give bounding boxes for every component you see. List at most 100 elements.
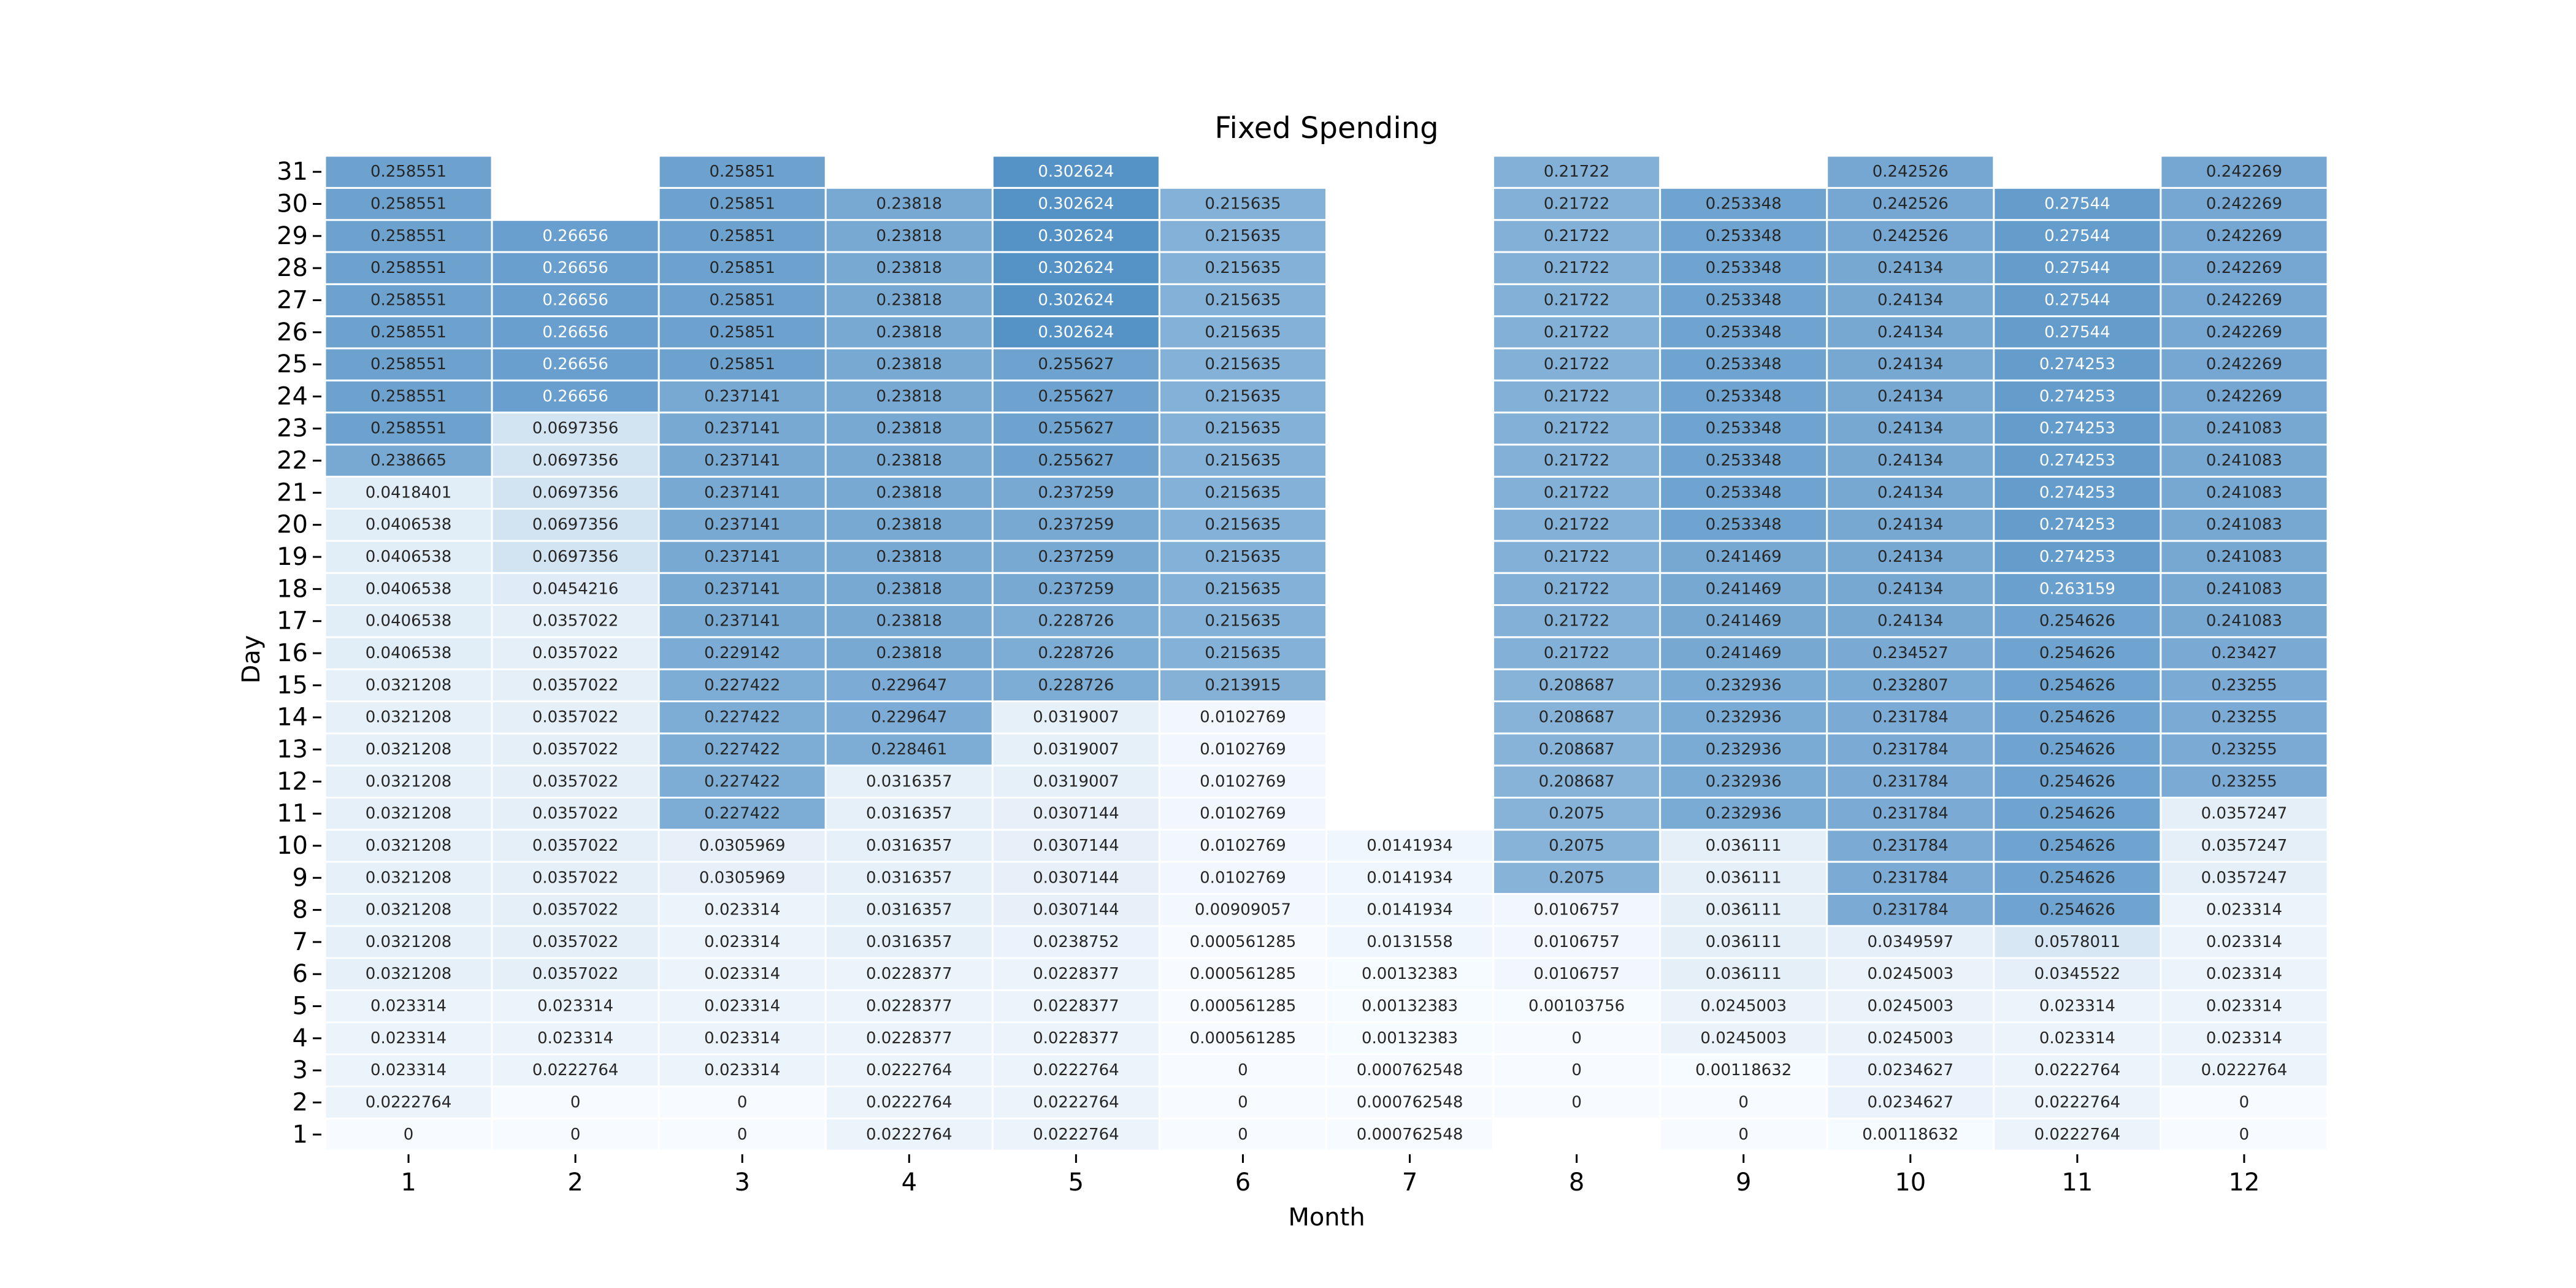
- heatmap-cell-label: 0.242269: [2206, 387, 2282, 405]
- heatmap-cell-label: 0.241083: [2206, 548, 2282, 566]
- heatmap-cell-rect: [2160, 1085, 2329, 1120]
- heatmap-cell-label: 0.24134: [1877, 612, 1944, 631]
- heatmap-cell-rect: [491, 796, 660, 831]
- x-axis-ticks: 1 2 3 4 5 6 7 8 9 10 11 12: [401, 1154, 2260, 1197]
- heatmap-cell-label: 0.254626: [2039, 837, 2115, 855]
- heatmap-cell: 0.23818: [824, 347, 994, 381]
- heatmap-cell-label: 0.0141934: [1367, 901, 1453, 919]
- heatmap-cell-label: 0.0222764: [1033, 1094, 1119, 1112]
- heatmap-cell: 0.232936: [1659, 700, 1828, 735]
- heatmap-cell: 0.27544: [1993, 283, 2162, 318]
- heatmap-cell-rect: [324, 219, 493, 253]
- heatmap-cell-label: 0.234527: [1873, 644, 1949, 662]
- heatmap-cell: 0.0228377: [824, 1021, 994, 1056]
- heatmap-cell: 0.000762548: [1325, 1117, 1495, 1152]
- heatmap-cell: 0.0357022: [491, 668, 660, 702]
- heatmap-cell: 0.241083: [2160, 572, 2329, 607]
- y-tick-label: 5: [293, 992, 308, 1021]
- heatmap-cell: 0.21722: [1492, 540, 1662, 574]
- heatmap-cell-label: 0.26656: [542, 259, 608, 277]
- heatmap-cell-rect: [991, 186, 1160, 221]
- heatmap-cell-rect: [1993, 283, 2162, 318]
- heatmap-cell: 0.253348: [1659, 251, 1828, 285]
- heatmap-cell-label: 0.21722: [1544, 259, 1610, 277]
- heatmap-cell: 0.274253: [1993, 379, 2162, 414]
- heatmap-cell: 0.274253: [1993, 540, 2162, 574]
- heatmap-cell: 0.0357022: [491, 796, 660, 831]
- heatmap-cell: 0.215635: [1158, 315, 1327, 350]
- heatmap-cell-label: 0.241083: [2206, 612, 2282, 631]
- heatmap-cell-label: 0.0228377: [866, 965, 953, 983]
- heatmap-cell: 0.0305969: [657, 829, 827, 863]
- y-tick-label: 19: [277, 543, 308, 571]
- heatmap-cell: 0: [1158, 1053, 1327, 1087]
- heatmap-cell: 0.0357022: [491, 732, 660, 767]
- heatmap-cell-label: 0.21722: [1544, 612, 1610, 631]
- heatmap-cell-label: 0.21722: [1544, 483, 1610, 502]
- heatmap-cell: 0.24134: [1826, 412, 1995, 446]
- heatmap-cell-label: 0.0357022: [532, 644, 619, 662]
- heatmap-cell: 0.2075: [1492, 861, 1662, 895]
- heatmap-cell-label: 0.232936: [1706, 740, 1782, 759]
- heatmap-cell-rect: [1492, 315, 1662, 350]
- heatmap-cell-label: 0.253348: [1706, 451, 1782, 470]
- heatmap-cell: 0.023314: [2160, 925, 2329, 959]
- heatmap-cell: 0.232936: [1659, 668, 1828, 702]
- heatmap-cell-label: 0.23818: [876, 194, 943, 213]
- heatmap-cell: 0.274253: [1993, 475, 2162, 510]
- heatmap-cell-label: 0.23818: [876, 451, 943, 470]
- heatmap-cell-label: 0.258551: [370, 323, 447, 342]
- heatmap-cell-label: 0.263159: [2039, 580, 2115, 598]
- heatmap-cell: 0.0321208: [324, 829, 493, 863]
- y-axis-ticks: 1234567891011121314151617181920212223242…: [277, 158, 321, 1149]
- heatmap-cell: 0.26656: [491, 283, 660, 318]
- heatmap-cell-rect: [491, 957, 660, 991]
- heatmap-cell-rect: [824, 379, 994, 414]
- y-tick-label: 1: [293, 1121, 308, 1149]
- heatmap-cell-label: 0.0406538: [366, 612, 452, 631]
- heatmap-cell: 0.24134: [1826, 475, 1995, 510]
- heatmap-cell-rect: [1826, 957, 1995, 991]
- heatmap-cell: 0.0222764: [991, 1053, 1160, 1087]
- heatmap-cell: 0.254626: [1993, 764, 2162, 799]
- heatmap-cell-rect: [991, 219, 1160, 253]
- heatmap-cell-label: 0.23818: [876, 355, 943, 374]
- heatmap-cell-label: 0.24134: [1877, 548, 1944, 566]
- heatmap-cell: 0.0238752: [991, 925, 1160, 959]
- heatmap-cell-rect: [1492, 989, 1662, 1024]
- heatmap-cell-label: 0.023314: [370, 1061, 447, 1079]
- heatmap-cell-label: 0.0222764: [532, 1061, 619, 1079]
- heatmap-cell-rect: [1826, 732, 1995, 767]
- heatmap-cell-label: 0.215635: [1205, 516, 1281, 534]
- heatmap-cell-rect: [1659, 764, 1828, 799]
- heatmap-cell-rect: [1158, 1053, 1327, 1087]
- y-tick-label: 21: [277, 478, 308, 507]
- x-tick-label: 6: [1235, 1168, 1251, 1197]
- heatmap-cell-label: 0.302624: [1038, 291, 1114, 309]
- heatmap-cell: 0.237259: [991, 508, 1160, 542]
- heatmap-cell: 0.23818: [824, 315, 994, 350]
- heatmap-cell: 0.23427: [2160, 636, 2329, 670]
- heatmap-cell-rect: [491, 764, 660, 799]
- heatmap-cell-label: 0.0357247: [2201, 868, 2288, 887]
- heatmap-cell-label: 0.258551: [370, 194, 447, 213]
- heatmap-cell-rect: [1158, 1085, 1327, 1120]
- heatmap-cell-label: 0.0357022: [532, 772, 619, 791]
- heatmap-cell-rect: [2160, 251, 2329, 285]
- heatmap-cell: 0.0321208: [324, 668, 493, 702]
- heatmap-cell-label: 0.0222764: [366, 1094, 452, 1112]
- heatmap-cell: 0.023314: [1993, 1021, 2162, 1056]
- heatmap-cell-rect: [1659, 829, 1828, 863]
- heatmap-cell: 0.208687: [1492, 732, 1662, 767]
- heatmap-cell: 0.24134: [1826, 251, 1995, 285]
- y-tick-label: 12: [277, 767, 308, 795]
- heatmap-cell-rect: [657, 155, 827, 189]
- heatmap-cell-label: 0.21722: [1544, 355, 1610, 374]
- heatmap-cell: 0.242526: [1826, 186, 1995, 221]
- y-tick-label: 14: [277, 703, 308, 732]
- heatmap-cell: 0.241083: [2160, 508, 2329, 542]
- heatmap-cell-label: 0.253348: [1706, 323, 1782, 342]
- heatmap-cell: 0.0222764: [991, 1085, 1160, 1120]
- heatmap-cell-label: 0.0321208: [366, 837, 452, 855]
- heatmap-cell-label: 0.228726: [1038, 676, 1114, 694]
